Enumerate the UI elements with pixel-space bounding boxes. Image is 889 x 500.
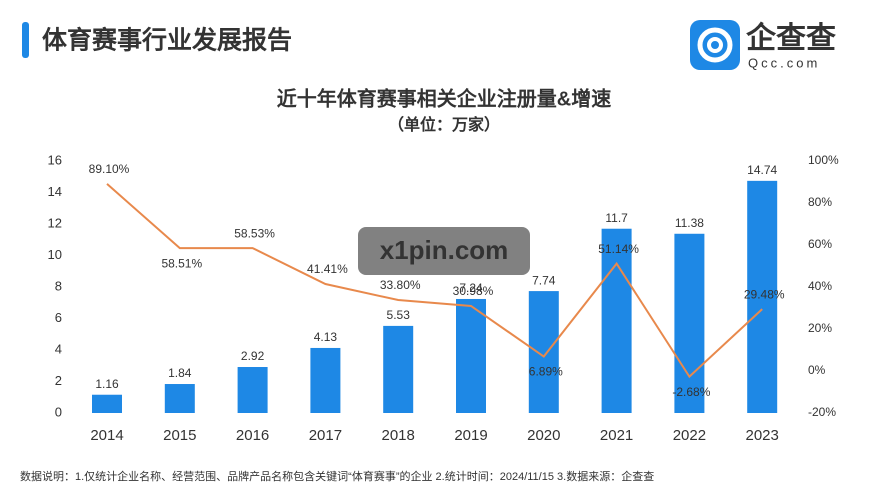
bar-value-label: 5.53 xyxy=(387,308,411,322)
line-value-label: 29.48% xyxy=(744,287,785,301)
y2-tick-label: 60% xyxy=(808,237,832,251)
growth-line xyxy=(106,183,763,379)
x-tick-label: 2018 xyxy=(382,427,415,444)
logo-url: Qcc.com xyxy=(748,55,820,70)
x-tick-label: 2021 xyxy=(600,427,633,444)
x-tick-label: 2023 xyxy=(746,427,779,444)
logo-ring xyxy=(697,27,733,63)
line-value-label: 30.98% xyxy=(453,284,494,298)
y-tick-label: 8 xyxy=(55,278,62,293)
line-value-label: 6.89% xyxy=(529,365,563,379)
bar xyxy=(674,233,705,413)
y-tick-label: 2 xyxy=(55,373,62,388)
y2-tick-label: 100% xyxy=(808,153,839,167)
y-tick-label: 0 xyxy=(55,404,62,419)
plot: 0 2 4 6 8 10 12 14 16 -20% 0% 20% 40% 60% 80% 100% 2014 2… xyxy=(48,152,839,444)
y2-tick-label: 0% xyxy=(808,363,826,377)
y2-tick-label: -20% xyxy=(808,405,836,419)
line-value-label: -2.68% xyxy=(672,385,710,399)
chart-title: 近十年体育赛事相关企业注册量&增速 xyxy=(277,86,611,110)
bar-value-label: 4.13 xyxy=(314,330,338,344)
y-tick-label: 6 xyxy=(55,310,62,325)
bar-value-label: 1.16 xyxy=(95,377,119,391)
bar xyxy=(383,325,414,413)
y-tick-label: 12 xyxy=(48,215,62,230)
x-tick-label: 2020 xyxy=(527,427,560,444)
bar xyxy=(164,384,195,413)
bar xyxy=(528,291,559,413)
line-value-label: 41.41% xyxy=(307,262,348,276)
line-value-label: 58.51% xyxy=(161,256,202,270)
watermark-text: x1pin.com xyxy=(380,235,509,265)
footnote: 数据说明：1.仅统计企业名称、经营范围、品牌产品名称包含关键词“体育赛事”的企业… xyxy=(20,469,654,483)
y-tick-label: 4 xyxy=(55,341,62,356)
y2-tick-label: 20% xyxy=(808,321,832,335)
logo-ring-inner xyxy=(707,37,723,53)
x-tick-label: 2022 xyxy=(673,427,706,444)
y-tick-label: 10 xyxy=(48,247,62,262)
logo-name: 企查查 xyxy=(746,21,836,55)
x-tick-label: 2019 xyxy=(454,427,487,444)
x-tick-label: 2015 xyxy=(163,427,196,444)
bar-value-label: 11.7 xyxy=(605,211,628,225)
bar xyxy=(92,394,122,413)
bar xyxy=(747,180,778,413)
x-tick-label: 2017 xyxy=(309,427,342,444)
bar-value-label: 2.92 xyxy=(241,349,265,363)
bar-value-label: 14.74 xyxy=(747,163,777,177)
watermark-box xyxy=(358,227,530,275)
bar xyxy=(456,298,486,413)
watermark: x1pin.com xyxy=(358,227,530,275)
x-tick-label: 2016 xyxy=(236,427,269,444)
bar xyxy=(237,367,268,413)
y-tick-label: 14 xyxy=(48,184,62,199)
bar-value-label: 7.24 xyxy=(459,281,483,295)
title-accent xyxy=(22,22,29,58)
bar-value-label: 1.84 xyxy=(168,366,192,380)
bar xyxy=(601,228,632,413)
bar xyxy=(310,347,341,413)
bar-value-label: 11.38 xyxy=(675,216,704,230)
y2-tick-label: 80% xyxy=(808,195,832,209)
logo-icon xyxy=(690,20,740,70)
logo: 企查查 Qcc.com xyxy=(690,20,836,70)
line-value-label: 51.14% xyxy=(598,242,639,256)
y2-tick-label: 40% xyxy=(808,279,832,293)
x-tick-label: 2014 xyxy=(90,427,123,444)
line-value-label: 89.10% xyxy=(89,162,130,176)
line-value-label: 58.53% xyxy=(234,226,275,240)
bar-value-label: 7.74 xyxy=(532,273,556,287)
chart-subtitle: （单位：万家） xyxy=(388,115,500,134)
y-tick-label: 16 xyxy=(48,152,62,167)
header-title: 体育赛事行业发展报告 xyxy=(42,26,292,55)
line-value-label: 33.80% xyxy=(380,278,421,292)
